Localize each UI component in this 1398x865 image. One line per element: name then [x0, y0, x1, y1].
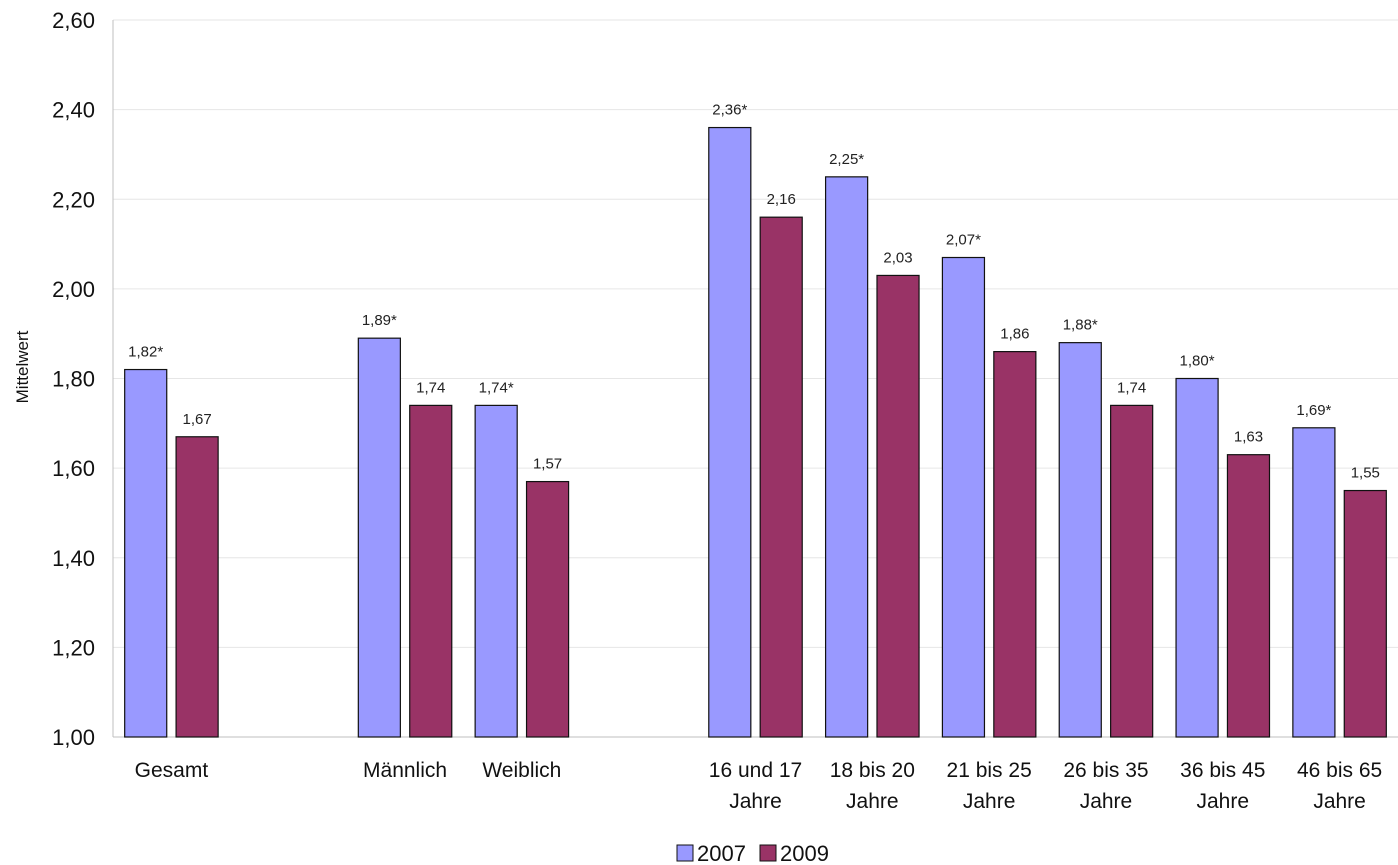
data-label: 1,57 — [533, 456, 562, 473]
y-tick-label: 2,60 — [52, 8, 95, 33]
data-label: 1,88* — [1063, 317, 1098, 334]
y-axis-ticks: 1,00 1,20 1,40 1,60 1,80 2,00 2,20 2,40 2,60 — [52, 8, 95, 750]
legend-label-2009: 2009 — [780, 841, 829, 865]
bar-2009 — [877, 275, 919, 737]
data-label: 1,63 — [1234, 429, 1263, 446]
legend: 2007 2009 — [677, 841, 829, 865]
y-tick-label: 2,00 — [52, 277, 95, 302]
bar-2009 — [1227, 455, 1269, 737]
data-label: 1,86 — [1000, 326, 1029, 343]
y-tick-label: 1,20 — [52, 635, 95, 660]
data-label: 1,55 — [1351, 465, 1380, 482]
legend-swatch-2009 — [760, 845, 776, 861]
category-label: 46 bis 65 — [1297, 759, 1382, 782]
category-label: 21 bis 25 — [947, 759, 1032, 782]
y-tick-label: 1,00 — [52, 725, 95, 750]
bar-2007 — [1176, 379, 1218, 738]
bar-2007 — [1293, 428, 1335, 737]
data-label: 2,25* — [829, 151, 864, 168]
data-label: 1,74 — [416, 379, 445, 396]
category-label: Gesamt — [135, 759, 209, 782]
category-labels: Gesamt Männlich Weiblich 16 und 17 Jahre 18 b… — [135, 759, 1383, 813]
bar-2007 — [125, 370, 167, 737]
bar-2009 — [176, 437, 218, 737]
category-label: 26 bis 35 — [1063, 759, 1148, 782]
category-label: 18 bis 20 — [830, 759, 915, 782]
bar-2007 — [358, 338, 400, 737]
data-label: 1,69* — [1296, 402, 1331, 419]
category-label: 36 bis 45 — [1180, 759, 1265, 782]
bar-2009 — [1111, 405, 1153, 737]
bar-2007 — [826, 177, 868, 737]
data-label: 1,74 — [1117, 379, 1146, 396]
data-label: 1,74* — [479, 379, 514, 396]
data-label: 1,89* — [362, 312, 397, 329]
y-axis-label: Mittelwert — [13, 330, 32, 403]
category-label: Jahre — [963, 790, 1016, 813]
y-tick-label: 1,40 — [52, 546, 95, 571]
data-label: 1,67 — [183, 411, 212, 428]
bar-2007 — [709, 128, 751, 737]
data-label: 1,82* — [128, 344, 163, 361]
category-label: Jahre — [1080, 790, 1133, 813]
category-label: Weiblich — [482, 759, 561, 782]
y-tick-label: 1,80 — [52, 367, 95, 392]
category-label: Jahre — [729, 790, 782, 813]
bar-2009 — [527, 482, 569, 737]
y-tick-label: 2,20 — [52, 187, 95, 212]
legend-swatch-2007 — [677, 845, 693, 861]
bar-2007 — [475, 405, 517, 737]
data-label: 1,80* — [1180, 353, 1215, 370]
data-label: 2,16 — [767, 191, 796, 208]
data-label: 2,07* — [946, 232, 981, 249]
y-tick-label: 1,60 — [52, 456, 95, 481]
category-label: Jahre — [1197, 790, 1250, 813]
category-label: Jahre — [846, 790, 899, 813]
legend-label-2007: 2007 — [697, 841, 746, 865]
bars — [125, 128, 1387, 737]
data-label: 2,36* — [712, 102, 747, 119]
bar-2007 — [942, 258, 984, 737]
bar-2007 — [1059, 343, 1101, 737]
y-tick-label: 2,40 — [52, 98, 95, 123]
category-label: 16 und 17 — [709, 759, 802, 782]
category-label: Jahre — [1313, 790, 1366, 813]
bar-2009 — [994, 352, 1036, 737]
bar-2009 — [410, 405, 452, 737]
bar-2009 — [1344, 491, 1386, 737]
data-label: 2,03 — [883, 249, 912, 266]
category-label: Männlich — [363, 759, 447, 782]
bar-2009 — [760, 217, 802, 737]
